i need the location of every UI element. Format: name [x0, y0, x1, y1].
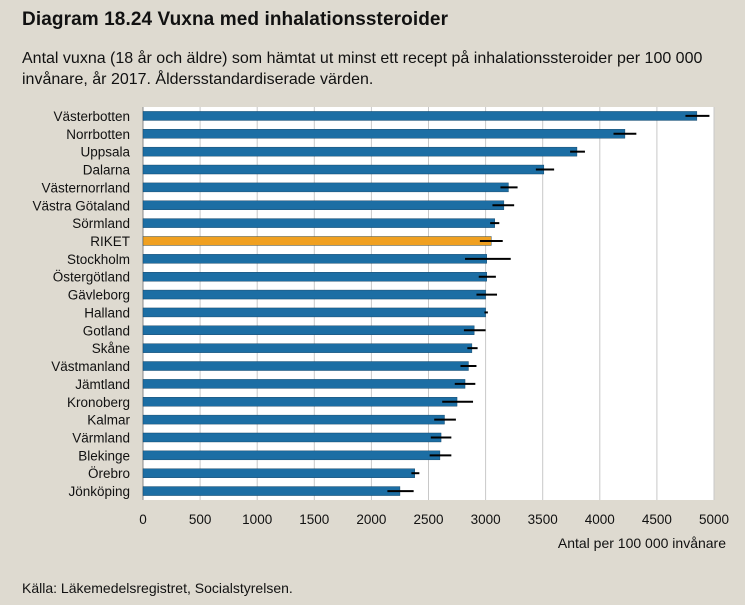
category-label: Skåne: [92, 341, 130, 356]
bar: [142, 254, 487, 264]
bar: [142, 450, 441, 461]
bar: [142, 146, 578, 157]
source-note: Källa: Läkemedelsregistret, Socialstyrel…: [22, 580, 293, 596]
bar: [142, 129, 626, 139]
category-label: RIKET: [90, 234, 130, 249]
bar: [142, 182, 509, 193]
category-label: Västernorrland: [41, 180, 130, 195]
category-label: Stockholm: [67, 252, 130, 267]
bar: [142, 164, 545, 175]
bar: [142, 200, 505, 210]
category-label: Västra Götaland: [32, 198, 130, 213]
x-tick-label: 0: [139, 512, 147, 527]
category-label: Värmland: [72, 430, 130, 445]
x-tick-label: 1500: [299, 512, 329, 527]
bar: [142, 325, 475, 335]
bar: [142, 486, 401, 496]
bars: [142, 111, 698, 496]
x-axis-label: Antal per 100 000 invånare: [558, 535, 726, 551]
category-label: Jämtland: [75, 377, 130, 392]
category-label: Gävleborg: [68, 288, 130, 303]
category-label: Blekinge: [78, 448, 130, 463]
bar: [142, 361, 469, 371]
bar: [142, 289, 486, 300]
bar: [142, 397, 458, 407]
category-label: Halland: [84, 305, 130, 320]
x-tick-label: 1000: [242, 512, 272, 527]
x-tick-label: 2500: [413, 512, 443, 527]
bar: [142, 468, 415, 478]
category-label: Uppsala: [80, 145, 130, 160]
category-labels: Västerbotten Norrbotten Uppsala Dalarna Väst…: [32, 109, 130, 499]
category-label: Örebro: [88, 466, 130, 481]
error-bars: [387, 114, 710, 493]
x-tick-label: 2000: [356, 512, 386, 527]
bar: [142, 343, 473, 353]
category-label: Västmanland: [51, 359, 130, 374]
x-tick-label: 4500: [642, 512, 672, 527]
bar: [142, 236, 492, 246]
bar: [142, 307, 486, 318]
x-tick-labels: 0 500 1000 1500 2000 2500 3000 3500 4000 4500 5000: [139, 512, 729, 527]
bar: [142, 432, 442, 443]
x-tick-label: 4000: [585, 512, 615, 527]
chart-title: Diagram 18.24 Vuxna med inhalationsstero…: [22, 9, 449, 30]
category-label: Norrbotten: [66, 127, 130, 142]
x-tick-label: 3000: [471, 512, 501, 527]
category-label: Östergötland: [53, 270, 130, 285]
category-label: Gotland: [83, 323, 130, 338]
x-tick-label: 5000: [699, 512, 729, 527]
category-label: Jönköping: [68, 484, 130, 499]
x-tick-label: 3500: [528, 512, 558, 527]
bar: [142, 379, 466, 389]
chart-subtitle: Antal vuxna (18 år och äldre) som hämtat…: [22, 50, 703, 88]
bar: [142, 414, 445, 425]
x-tick-label: 500: [189, 512, 212, 527]
category-label: Dalarna: [83, 163, 131, 178]
category-label: Kalmar: [87, 413, 130, 428]
bar: [142, 218, 495, 228]
category-label: Sörmland: [72, 216, 130, 231]
bar: [142, 272, 487, 282]
bar: [142, 111, 698, 121]
category-label: Kronoberg: [67, 395, 130, 410]
category-label: Västerbotten: [53, 109, 130, 124]
